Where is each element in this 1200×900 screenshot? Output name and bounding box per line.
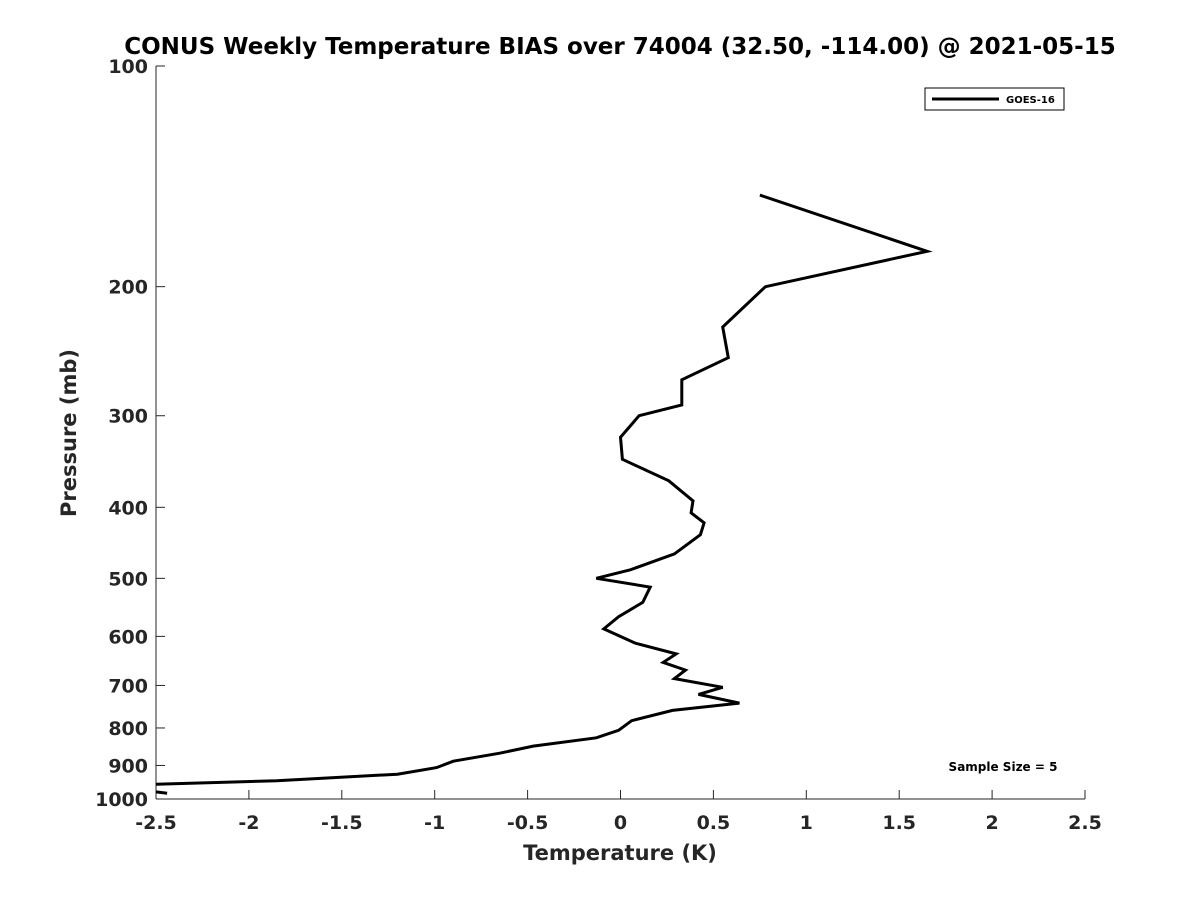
x-tick-label: -2 [238, 812, 259, 834]
y-axis-ticks: 100 200 300 400 500 600 700 800 900 1000 [95, 56, 165, 811]
y-axis-title: Pressure (mb) [57, 349, 81, 517]
y-tick-label: 800 [108, 718, 148, 740]
y-tick-label: 400 [108, 497, 148, 519]
x-tick-label: -1.5 [321, 812, 363, 834]
series-line-goes-16 [155, 193, 933, 786]
x-tick-label: 1 [800, 812, 813, 834]
x-tick-label: -2.5 [135, 812, 177, 834]
x-axis-title: Temperature (K) [523, 841, 717, 865]
series-line-segment [155, 790, 168, 795]
x-tick-label: 0.5 [697, 812, 731, 834]
x-axis-ticks: -2.5 -2 -1.5 -1 -0.5 0 0.5 1 1.5 2 2.5 [135, 790, 1102, 834]
y-tick-label: 600 [108, 626, 148, 648]
chart-title: CONUS Weekly Temperature BIAS over 74004… [124, 34, 1115, 60]
legend-label: GOES-16 [1006, 95, 1055, 106]
x-tick-label: -1 [424, 812, 445, 834]
series-lines [155, 193, 933, 795]
y-tick-label: 300 [108, 406, 148, 428]
x-tick-label: 2 [985, 812, 998, 834]
y-tick-label: 100 [108, 56, 148, 78]
x-tick-label: 2.5 [1068, 812, 1102, 834]
y-tick-label: 500 [108, 568, 148, 590]
y-tick-label: 200 [108, 277, 148, 299]
plot-area: -2.5 -2 -1.5 -1 -0.5 0 0.5 1 1.5 2 2.5 100 200 300 40… [95, 56, 1102, 834]
legend: GOES-16 [924, 87, 1065, 111]
x-tick-label: 1.5 [882, 812, 916, 834]
x-tick-label: -0.5 [507, 812, 549, 834]
y-tick-label: 1000 [95, 789, 148, 811]
y-tick-label: 700 [108, 675, 148, 697]
sample-size-annotation: Sample Size = 5 [949, 760, 1058, 774]
y-tick-label: 900 [108, 755, 148, 777]
x-tick-label: 0 [614, 812, 627, 834]
